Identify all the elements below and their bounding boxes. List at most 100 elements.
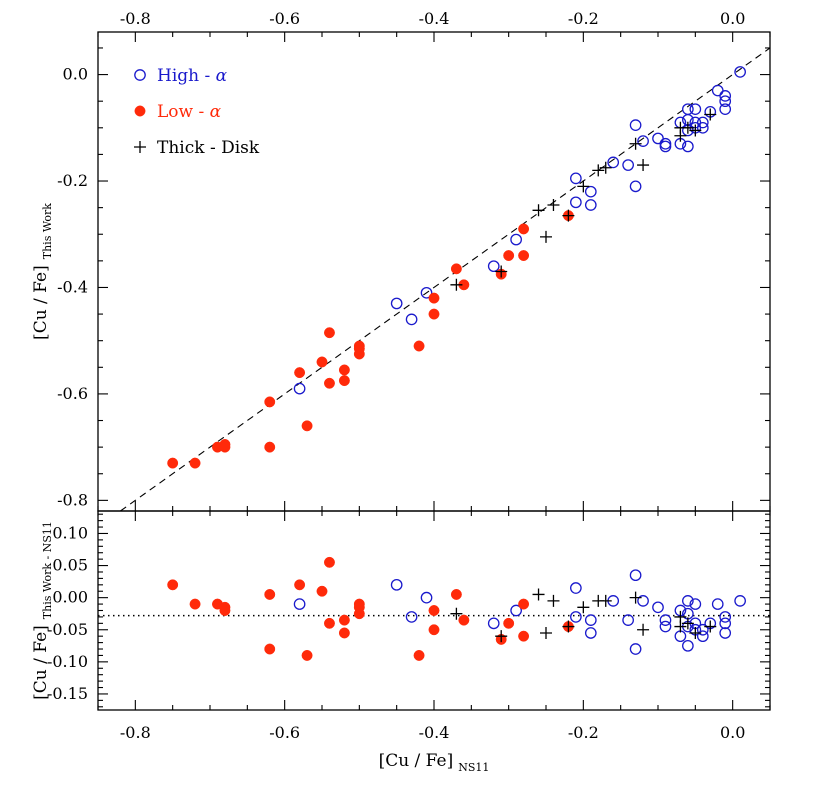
thick-disk-point [689,124,702,137]
low-alpha-point [458,614,470,626]
low-alpha-point [264,643,276,655]
thick-disk-point [450,278,463,291]
high-alpha-point [629,180,642,193]
high-alpha-point [696,623,709,636]
thick-disk-point [704,620,717,633]
low-alpha-point [316,585,328,597]
bottom-x-tick-label: -0.2 [568,723,599,742]
bottom-y-tick-label: -0.10 [47,652,88,671]
high-alpha-point [696,630,709,643]
top-panel: -0.8 -0.6 -0.4 -0.2 0.0 0.0 -0.2 -0.4 -0.6 -0.8 [C… [31,9,771,512]
thick-disk-point [681,617,694,630]
thick-disk-point [547,594,560,607]
thick-disk-point [450,607,463,620]
thick-disk-point [629,137,642,150]
low-alpha-point [518,250,530,261]
thick-disk-point [532,588,545,601]
high-alpha-point [622,614,634,626]
high-alpha-point [510,604,522,617]
bottom-thick-disk-series [450,588,717,643]
high-alpha-point [734,66,746,78]
low-alpha-point [428,308,440,320]
bottom-panel: -0.8 -0.6 -0.4 -0.2 0.0 0.10 0.05 0.00 -0.05 -0.1… [31,510,771,774]
top-x-tick-label: -0.8 [120,9,151,28]
low-alpha-point [413,340,425,352]
low-alpha-point [428,292,440,304]
thick-disk-point [599,161,612,174]
bottom-x-tick-label: -0.4 [419,723,450,742]
high-alpha-point [622,159,634,171]
thick-disk-point [674,129,687,142]
legend-label: Low - α [157,102,222,122]
high-alpha-point [487,617,500,630]
low-alpha-point [324,617,335,629]
high-alpha-point [420,286,433,299]
thick-disk-point [637,623,650,636]
high-alpha-point [719,627,732,639]
thick-disk-point [592,164,605,177]
high-alpha-point [711,598,724,610]
bottom-x-tick-label: 0.0 [720,723,745,742]
low-alpha-point [264,441,276,453]
high-alpha-point [584,614,597,626]
high-alpha-point [629,643,642,655]
thick-disk-point [577,180,590,193]
high-alpha-point [696,116,709,129]
bottom-x-axis-label: [Cu / Fe] NS11 [379,751,490,774]
low-alpha-point [338,364,350,376]
legend-entry: Low - α [134,102,222,122]
low-alpha-point [301,420,313,432]
thick-disk-point [495,265,508,278]
high-alpha-point [689,103,702,116]
legend-marker-low-alpha-point [134,105,146,117]
low-alpha-point [294,579,306,591]
high-alpha-point [570,172,582,185]
low-alpha-point [353,348,365,360]
bottom-low-alpha-series [167,556,574,661]
low-alpha-point [428,624,440,636]
top-y-tick-label: -0.2 [57,171,88,190]
high-alpha-point [689,598,702,610]
legend-marker-high-alpha-point [134,69,146,81]
high-alpha-point [682,595,694,607]
low-alpha-point [413,649,425,661]
bottom-y-tick-label: -0.05 [47,620,88,639]
legend-label: High - α [157,66,228,86]
low-alpha-point [503,617,515,629]
high-alpha-point [719,103,732,116]
top-x-tick-label: 0.0 [720,9,745,28]
high-alpha-point [584,627,597,639]
high-alpha-point [390,297,403,310]
low-alpha-point [338,375,350,387]
top-thick-disk-series [450,108,717,291]
top-high-alpha-series [293,66,746,395]
thick-disk-point [562,620,575,633]
top-y-tick-label: -0.6 [57,384,88,403]
top-x-tick-label: -0.2 [568,9,599,28]
high-alpha-point [659,137,672,150]
low-alpha-point [167,579,179,591]
high-alpha-point [584,185,597,198]
high-alpha-point [719,95,732,108]
bottom-y-axis-label: [Cu / Fe]This Work - NS11 [31,521,54,700]
thick-disk-point [495,630,508,643]
legend-marker-thick-disk-point [134,141,146,153]
bottom-y-tick-label: 0.05 [52,556,88,575]
high-alpha-point [696,121,709,134]
high-alpha-point [659,614,672,626]
low-alpha-point [264,396,276,408]
high-alpha-point [570,582,582,594]
thick-disk-point [637,159,650,172]
low-alpha-point [264,589,276,600]
low-alpha-point [294,367,306,379]
high-alpha-point [637,595,649,607]
top-x-tick-label: -0.6 [269,9,300,28]
top-y-tick-label: -0.8 [57,490,88,509]
low-alpha-point [428,605,440,616]
thick-disk-point [689,626,702,639]
bottom-y-tick-label: -0.15 [47,684,88,703]
high-alpha-point [719,611,732,623]
low-alpha-point [219,605,231,616]
high-alpha-point [682,639,694,652]
